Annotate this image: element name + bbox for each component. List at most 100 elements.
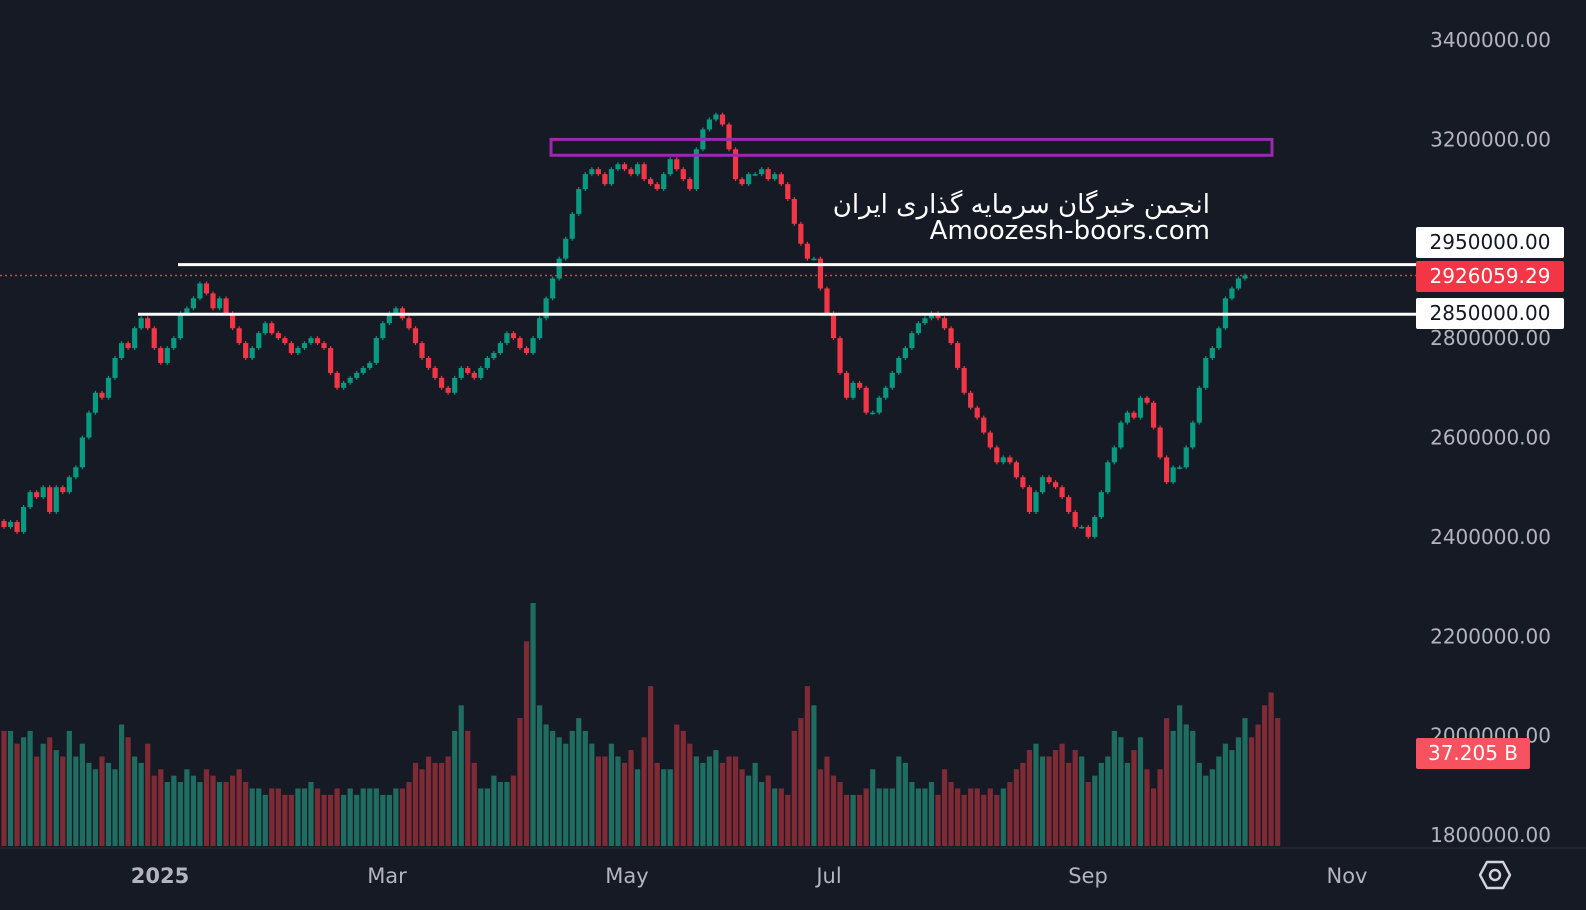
settings-icon[interactable] [1478, 858, 1512, 892]
volume-bar [1255, 724, 1261, 846]
candle-body [850, 382, 856, 398]
candle-body [746, 174, 752, 185]
candle-body [14, 521, 20, 532]
candle-body [674, 159, 680, 170]
volume-bar [230, 775, 236, 846]
volume-bar [1026, 750, 1033, 846]
volume-bar [523, 641, 530, 846]
volume-bar [458, 705, 464, 846]
time-axis[interactable]: 2025 Mar May Jul Sep Nov [131, 864, 1368, 888]
volume-bar [491, 775, 497, 846]
volume-bar [759, 782, 765, 846]
candle-body [1020, 477, 1026, 488]
candle-body [60, 487, 66, 493]
candle-body [439, 377, 445, 388]
volume-bar [1235, 737, 1242, 846]
candle-body [1183, 447, 1189, 468]
volume-bar [1196, 762, 1202, 846]
candle-body [661, 174, 667, 190]
volume-bar [1275, 718, 1281, 846]
price-axis[interactable]: 3400000.00 3200000.00 2800000.00 2600000.00… [1430, 28, 1551, 847]
volume-bar [1242, 718, 1248, 846]
candle-body [223, 298, 229, 314]
volume-bar [1261, 705, 1268, 846]
volume-bar [674, 724, 680, 846]
volume-bar [1105, 756, 1111, 846]
volume-bar [915, 788, 922, 846]
volume-bar [60, 756, 66, 846]
volume-bar [981, 794, 987, 846]
volume-bar [425, 756, 432, 846]
candle-body [798, 223, 804, 244]
volume-bar [73, 756, 79, 846]
candle-body [876, 397, 882, 413]
volume-bar [256, 788, 262, 846]
candle-body [680, 169, 686, 180]
volume-bar [1039, 756, 1046, 846]
volume-bar [354, 794, 360, 846]
volume-bar [1000, 788, 1006, 846]
candle-body [458, 367, 464, 378]
volume-bar [216, 782, 223, 846]
candle-body [1085, 526, 1091, 537]
candle-body [132, 328, 138, 349]
candle-body [1066, 497, 1072, 513]
candle-body [1150, 402, 1157, 428]
volume-bar [1183, 724, 1189, 846]
volume-bar [706, 756, 713, 846]
volume-bar [824, 756, 830, 846]
volume-bar [602, 756, 608, 846]
volume-bar [772, 788, 778, 846]
candle-body [804, 243, 810, 259]
candle-body [412, 328, 419, 344]
candle-body [432, 367, 438, 378]
candle-body [99, 392, 105, 398]
candle-body [1209, 348, 1215, 358]
candle-body [536, 318, 543, 339]
volume-bar [732, 756, 739, 846]
volume-bar [439, 762, 445, 846]
candle-body [347, 377, 353, 383]
volume-bar [27, 730, 33, 846]
volume-bar [249, 788, 255, 846]
volume-bar [177, 782, 183, 846]
time-tick-label: 2025 [131, 864, 189, 888]
volume-bar [282, 794, 288, 846]
volume-bar [1222, 743, 1229, 846]
candle-body [994, 447, 1000, 463]
volume-bar [171, 775, 177, 846]
resistance-zone[interactable] [549, 137, 1274, 157]
candle-body [569, 213, 575, 239]
price-tick-label: 2200000.00 [1430, 624, 1551, 648]
candle-body [843, 372, 850, 398]
candle-body [1190, 422, 1196, 448]
candle-body [341, 382, 347, 388]
volume-bar [295, 788, 301, 846]
volume-bar [1216, 756, 1222, 846]
volume-bar [994, 794, 1000, 846]
volume-bar [987, 788, 993, 846]
volume-bar [478, 788, 484, 846]
volume-bar [1157, 769, 1163, 846]
volume-bar [158, 769, 164, 846]
candle-body [576, 189, 582, 214]
candle-body [1039, 477, 1046, 493]
volume-bar [608, 743, 615, 846]
candle-body [1203, 358, 1209, 388]
candle-body [393, 308, 399, 314]
candle-body [915, 323, 922, 334]
candle-body [190, 298, 197, 309]
candle-body [634, 164, 641, 175]
level-badge-upper: 2950000.00 [1416, 227, 1564, 258]
candle-body [327, 348, 334, 373]
volume-bar [275, 788, 281, 846]
volume-bar [1248, 737, 1255, 846]
volume-bar [190, 775, 197, 846]
candle-body [713, 114, 719, 120]
candle-body [706, 119, 713, 130]
candle-body [811, 258, 817, 261]
candle-body [752, 174, 758, 176]
volume-bar [105, 762, 112, 846]
candle-body [491, 353, 497, 358]
